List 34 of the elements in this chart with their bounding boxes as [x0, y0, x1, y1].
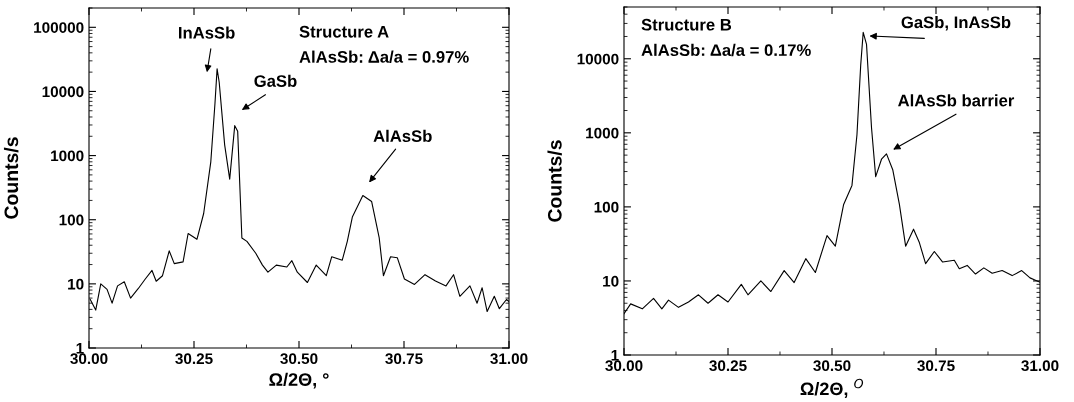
y-tick-label: 1: [76, 343, 84, 354]
y-tick-label: 10: [68, 278, 84, 290]
y-tick-label: 100000: [34, 22, 84, 33]
annotation: AlAsSb: Δa/a = 0.17%: [641, 43, 811, 57]
y-axis-title: Counts/s: [3, 137, 19, 219]
x-tick-label: 30.75: [385, 353, 423, 365]
annotation: AlAsSb barrier: [898, 94, 1015, 107]
y-tick-label: 1000: [51, 150, 84, 162]
y-tick-label: 1000: [586, 127, 619, 139]
annotation: InAsSb: [179, 26, 235, 39]
x-tick-label: 30.50: [813, 360, 851, 372]
y-tick-label: 1: [611, 350, 619, 361]
annotation: Structure B: [641, 18, 732, 31]
x-axis-title: Ω/2Θ, $^{O}$: [800, 378, 864, 398]
x-axis-title: Ω/2Θ, °: [269, 372, 329, 389]
x-tick-label: 30.00: [70, 353, 108, 365]
x-tick-label: 30.25: [175, 353, 213, 365]
x-tick-label: 31.00: [490, 353, 528, 365]
x-tick-label: 31.00: [1021, 360, 1059, 372]
x-tick-label: 30.50: [280, 353, 318, 365]
y-axis-title: Counts/s: [547, 140, 562, 222]
annotation: AlAsSb: [373, 129, 432, 143]
annotation: GaSb, InAsSb: [901, 15, 1011, 31]
y-tick-label: 100: [59, 214, 84, 226]
x-tick-label: 30.75: [917, 360, 955, 372]
annotation: AlAsSb: Δa/a = 0.97%: [299, 50, 469, 63]
y-tick-label: 100: [594, 201, 619, 213]
x-tick-label: 30.25: [709, 360, 747, 372]
y-tick-label: 10000: [577, 53, 619, 65]
x-tick-label: 30.00: [605, 360, 643, 372]
annotation: GaSb: [254, 74, 297, 87]
annotation: Structure A: [299, 25, 389, 38]
y-tick-label: 10: [603, 275, 619, 287]
y-tick-label: 10000: [42, 86, 84, 98]
